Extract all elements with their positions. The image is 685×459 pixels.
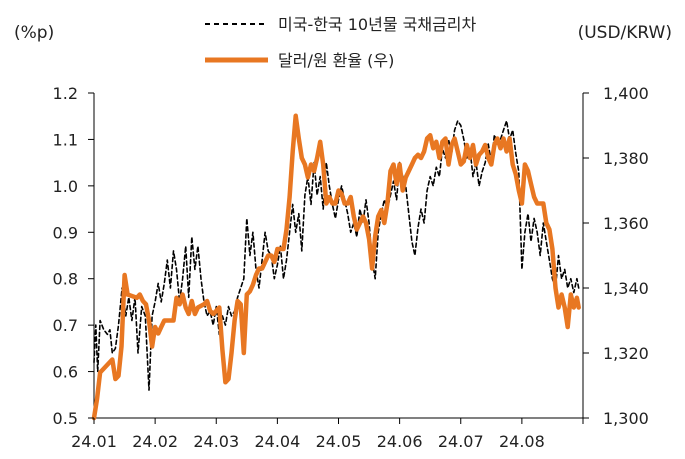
left-tick-label: 1.1 xyxy=(53,130,78,149)
right-tick-label: 1,340 xyxy=(603,279,649,298)
right-tick-label: 1,380 xyxy=(603,149,649,168)
left-axis-label: (%p) xyxy=(14,23,54,43)
x-tick-label: 24.01 xyxy=(71,432,117,451)
left-tick-label: 0.6 xyxy=(53,363,78,382)
left-tick-label: 0.9 xyxy=(53,223,78,242)
legend: 미국-한국 10년물 국채금리차 달러/원 환율 (우) xyxy=(205,15,477,70)
series-line-fx xyxy=(91,113,581,421)
x-tick-label: 24.08 xyxy=(499,432,545,451)
x-tick-label: 24.02 xyxy=(132,432,178,451)
series-line-spread xyxy=(93,120,580,391)
x-tick-label: 24.06 xyxy=(377,432,423,451)
legend-label-spread: 미국-한국 10년물 국채금리차 xyxy=(278,15,477,34)
left-tick-label: 1.2 xyxy=(53,84,78,103)
right-tick-label: 1,360 xyxy=(603,214,649,233)
left-tick-label: 0.5 xyxy=(53,409,78,428)
right-axis-ticks: 1,300 1,320 1,340 1,360 1,380 1,400 xyxy=(583,84,649,428)
series-layer xyxy=(91,113,581,421)
x-axis-ticks: 24.01 24.02 24.03 24.04 24.05 24.06 24.07 24.08 xyxy=(71,418,584,451)
right-tick-label: 1,320 xyxy=(603,344,649,363)
right-axis-label: (USD/KRW) xyxy=(578,23,672,43)
x-tick-label: 24.03 xyxy=(193,432,239,451)
x-tick-label: 24.05 xyxy=(316,432,362,451)
left-axis-ticks: 0.5 0.6 0.7 0.8 0.9 1.0 1.1 1.2 xyxy=(53,84,94,428)
left-tick-label: 1.0 xyxy=(53,177,78,196)
left-tick-label: 0.7 xyxy=(53,316,78,335)
x-tick-label: 24.07 xyxy=(438,432,484,451)
right-tick-label: 1,300 xyxy=(603,409,649,428)
right-tick-label: 1,400 xyxy=(603,84,649,103)
x-tick-label: 24.04 xyxy=(254,432,300,451)
left-tick-label: 0.8 xyxy=(53,270,78,289)
legend-label-fx: 달러/원 환율 (우) xyxy=(278,51,394,70)
